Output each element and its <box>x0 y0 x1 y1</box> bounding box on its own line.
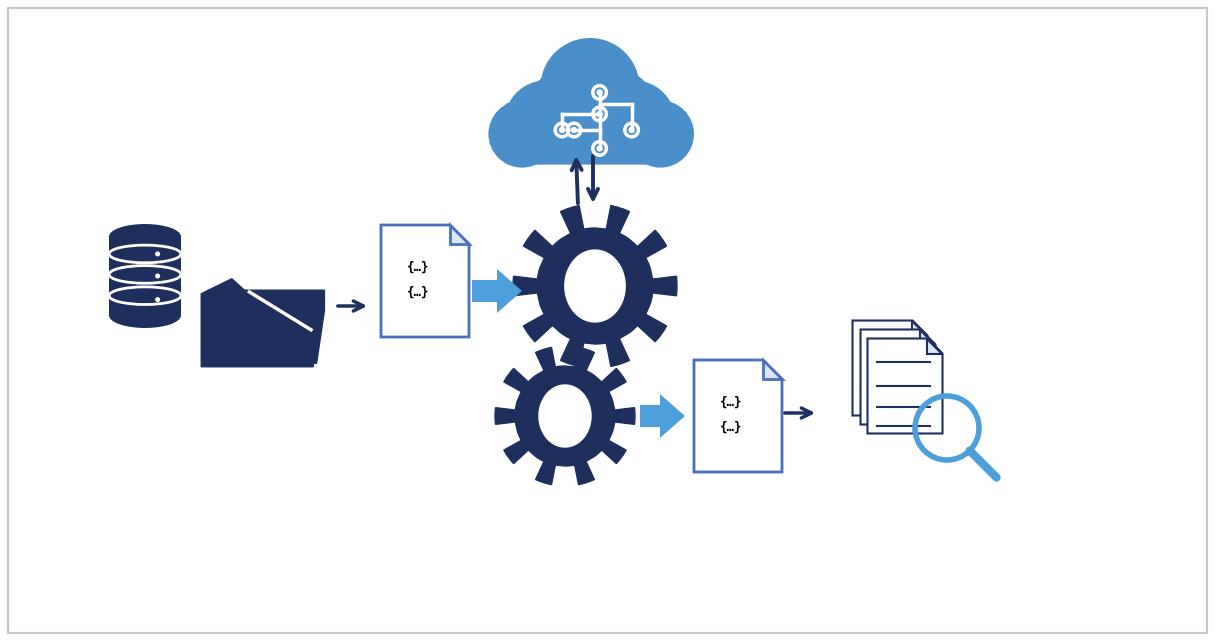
Circle shape <box>593 80 676 163</box>
FancyBboxPatch shape <box>109 237 181 315</box>
Circle shape <box>571 127 577 133</box>
Polygon shape <box>763 360 782 379</box>
Circle shape <box>156 297 160 302</box>
Polygon shape <box>202 279 313 367</box>
FancyBboxPatch shape <box>505 103 676 165</box>
Polygon shape <box>497 269 522 313</box>
Text: {…}: {…} <box>719 420 742 434</box>
Polygon shape <box>694 360 782 472</box>
Ellipse shape <box>109 303 181 328</box>
Polygon shape <box>912 320 927 335</box>
FancyBboxPatch shape <box>640 405 660 427</box>
Polygon shape <box>565 250 626 322</box>
Polygon shape <box>208 290 317 363</box>
Circle shape <box>504 80 588 163</box>
Circle shape <box>526 67 614 156</box>
Polygon shape <box>660 394 685 438</box>
Circle shape <box>559 127 565 133</box>
Polygon shape <box>495 347 635 485</box>
Circle shape <box>628 127 634 133</box>
Polygon shape <box>853 320 927 415</box>
Circle shape <box>597 111 603 117</box>
Circle shape <box>569 67 656 156</box>
Circle shape <box>488 101 555 167</box>
Polygon shape <box>513 206 677 367</box>
Circle shape <box>597 89 603 96</box>
Polygon shape <box>260 290 324 363</box>
Text: {…}: {…} <box>407 261 429 274</box>
Circle shape <box>541 38 639 137</box>
Polygon shape <box>927 338 943 353</box>
Polygon shape <box>868 338 943 433</box>
Polygon shape <box>921 329 936 344</box>
Polygon shape <box>450 225 469 244</box>
Ellipse shape <box>109 224 181 249</box>
Circle shape <box>156 274 160 279</box>
Text: {…}: {…} <box>407 286 429 299</box>
Circle shape <box>627 101 694 167</box>
Polygon shape <box>382 225 469 337</box>
Circle shape <box>597 146 603 152</box>
Polygon shape <box>539 385 590 447</box>
FancyBboxPatch shape <box>471 280 497 302</box>
Text: {…}: {…} <box>719 396 742 409</box>
Polygon shape <box>860 329 936 424</box>
Circle shape <box>156 251 160 256</box>
